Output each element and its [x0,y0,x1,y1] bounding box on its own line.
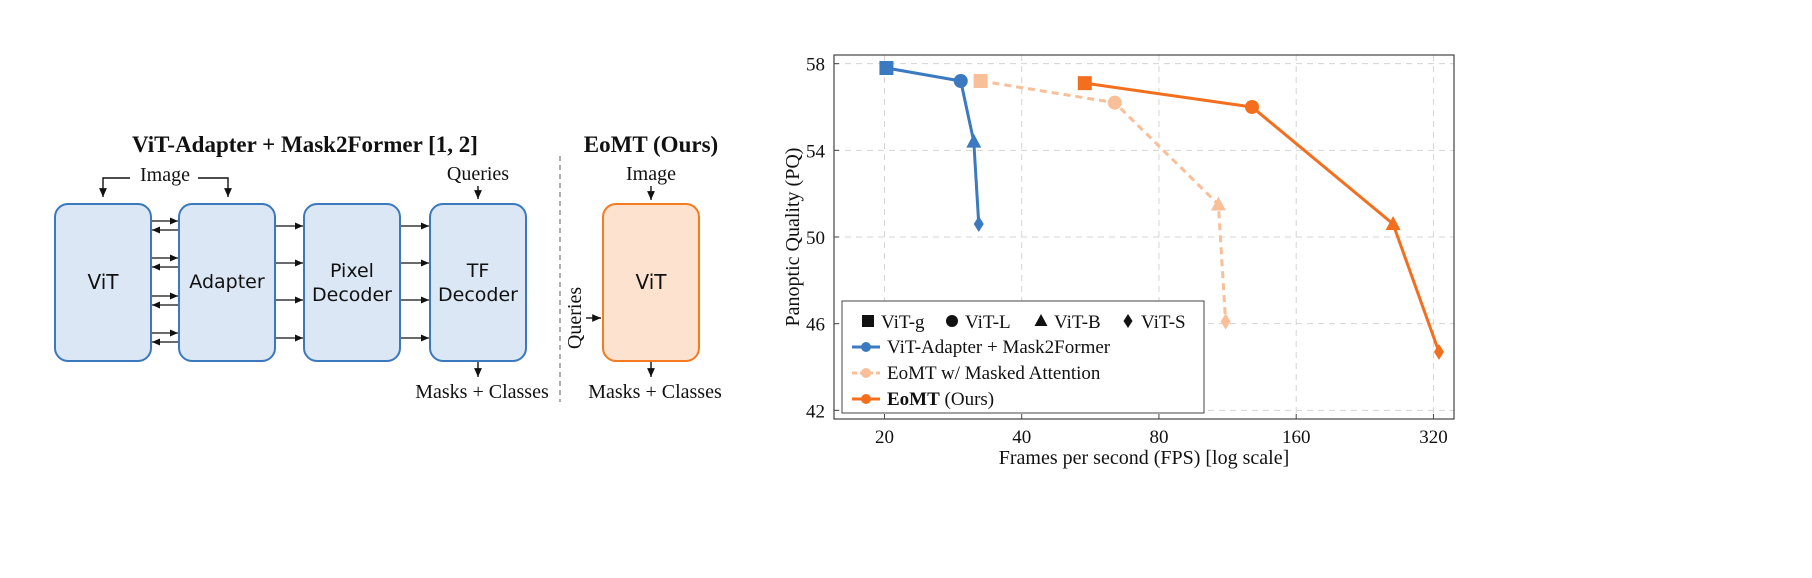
legend-triangle-icon [1034,314,1048,326]
legend-diamond-icon [1123,314,1133,328]
data-point-circle-marker [1107,95,1122,110]
series-line-2 [1084,81,1441,353]
legend-marker-label: ViT-S [1141,312,1186,333]
architecture-diagram: ViT-Adapter + Mask2Former [1, 2] EoMT (O… [54,132,722,403]
y-tick-label: 54 [806,141,826,162]
queries-label-side: Queries [564,287,586,349]
queries-label-top: Queries [447,163,509,185]
adapter-pixel-connections [276,222,303,342]
legend-label-vit-adapter: ViT-Adapter + Mask2Former [887,337,1111,358]
pixel-tf-connections [401,222,429,342]
right-title: EoMT (Ours) [584,132,718,157]
pixel-decoder-block [303,203,401,362]
data-point-triangle-marker [1210,196,1226,211]
x-tick-label: 160 [1282,427,1311,448]
eomt-vit-label: ViT [635,270,667,294]
legend-marker-eomt [861,394,871,404]
legend-box [841,300,1205,414]
y-tick-label: 50 [806,228,825,249]
x-axis-label: Frames per second (FPS) [log scale] [999,447,1290,469]
pq-fps-chart: 20 40 80 160 320 42 46 50 54 58 Frames per second… [782,54,1455,469]
y-tick-label: 58 [806,55,825,76]
pixel-decoder-label-line2: Decoder [312,284,392,306]
data-point-circle-marker [953,74,968,88]
data-point-diamond-marker [973,216,984,232]
series-line-0 [886,66,981,225]
x-tick-label: 20 [875,427,894,448]
legend-label-masked-attn: EoMT w/ Masked Attention [887,363,1101,384]
chart-legend: ViT-g ViT-L ViT-B ViT-S ViT-Adapter + Mask2… [841,300,1205,414]
legend-marker-row: ViT-g ViT-L ViT-B ViT-S [862,312,1186,333]
y-tick-label: 42 [806,401,825,422]
data-point-square-marker [1077,76,1092,91]
tf-decoder-label-line1: TF [466,260,490,282]
image-label-right: Image [626,163,676,185]
series-line-1 [980,79,1228,322]
adapter-block-label: Adapter [189,271,265,293]
vit-block [54,203,152,362]
y-axis-label: Panoptic Quality (PQ) [782,148,804,327]
legend-marker-masked-attn [861,368,871,378]
x-tick-label: 80 [1149,427,1168,448]
y-tick-label: 46 [806,315,825,336]
legend-circle-icon [946,315,958,327]
data-point-diamond-marker [1220,313,1231,330]
image-input-bracket [99,177,232,197]
data-point-circle-marker [1245,100,1260,114]
masks-classes-left: Masks + Classes [415,381,549,403]
legend-label-eomt-rest: (Ours) [940,389,994,410]
tf-decoder-block [429,203,527,362]
legend-marker-label: ViT-B [1054,312,1101,333]
chart-series [879,61,1444,360]
adapter-block [178,203,276,362]
x-tick-label: 40 [1012,427,1031,448]
legend-label-eomt: EoMT (Ours) [887,389,994,410]
legend-marker-label: ViT-L [965,312,1011,333]
data-point-square-marker [973,74,988,88]
x-tick-label: 320 [1419,427,1448,448]
masks-classes-right: Masks + Classes [588,381,722,403]
tf-decoder-label-line2: Decoder [438,284,518,306]
pixel-decoder-label-line1: Pixel [330,260,374,282]
left-title: ViT-Adapter + Mask2Former [1, 2] [132,132,478,157]
vit-block-label: ViT [87,270,119,294]
chart-ticks: 20 40 80 160 320 42 46 50 54 58 [806,55,1448,448]
legend-label-eomt-bold: EoMT [887,389,940,410]
legend-marker-label: ViT-g [881,312,925,333]
data-point-diamond-marker [1433,343,1444,360]
data-point-triangle-marker [1385,216,1401,230]
data-point-square-marker [879,61,894,75]
eomt-vit-block [602,203,700,362]
legend-marker-vit-adapter [861,342,871,352]
data-point-triangle-marker [966,133,982,148]
image-label-left: Image [140,164,190,186]
legend-square-icon [862,315,874,327]
vit-adapter-connections [152,217,178,346]
